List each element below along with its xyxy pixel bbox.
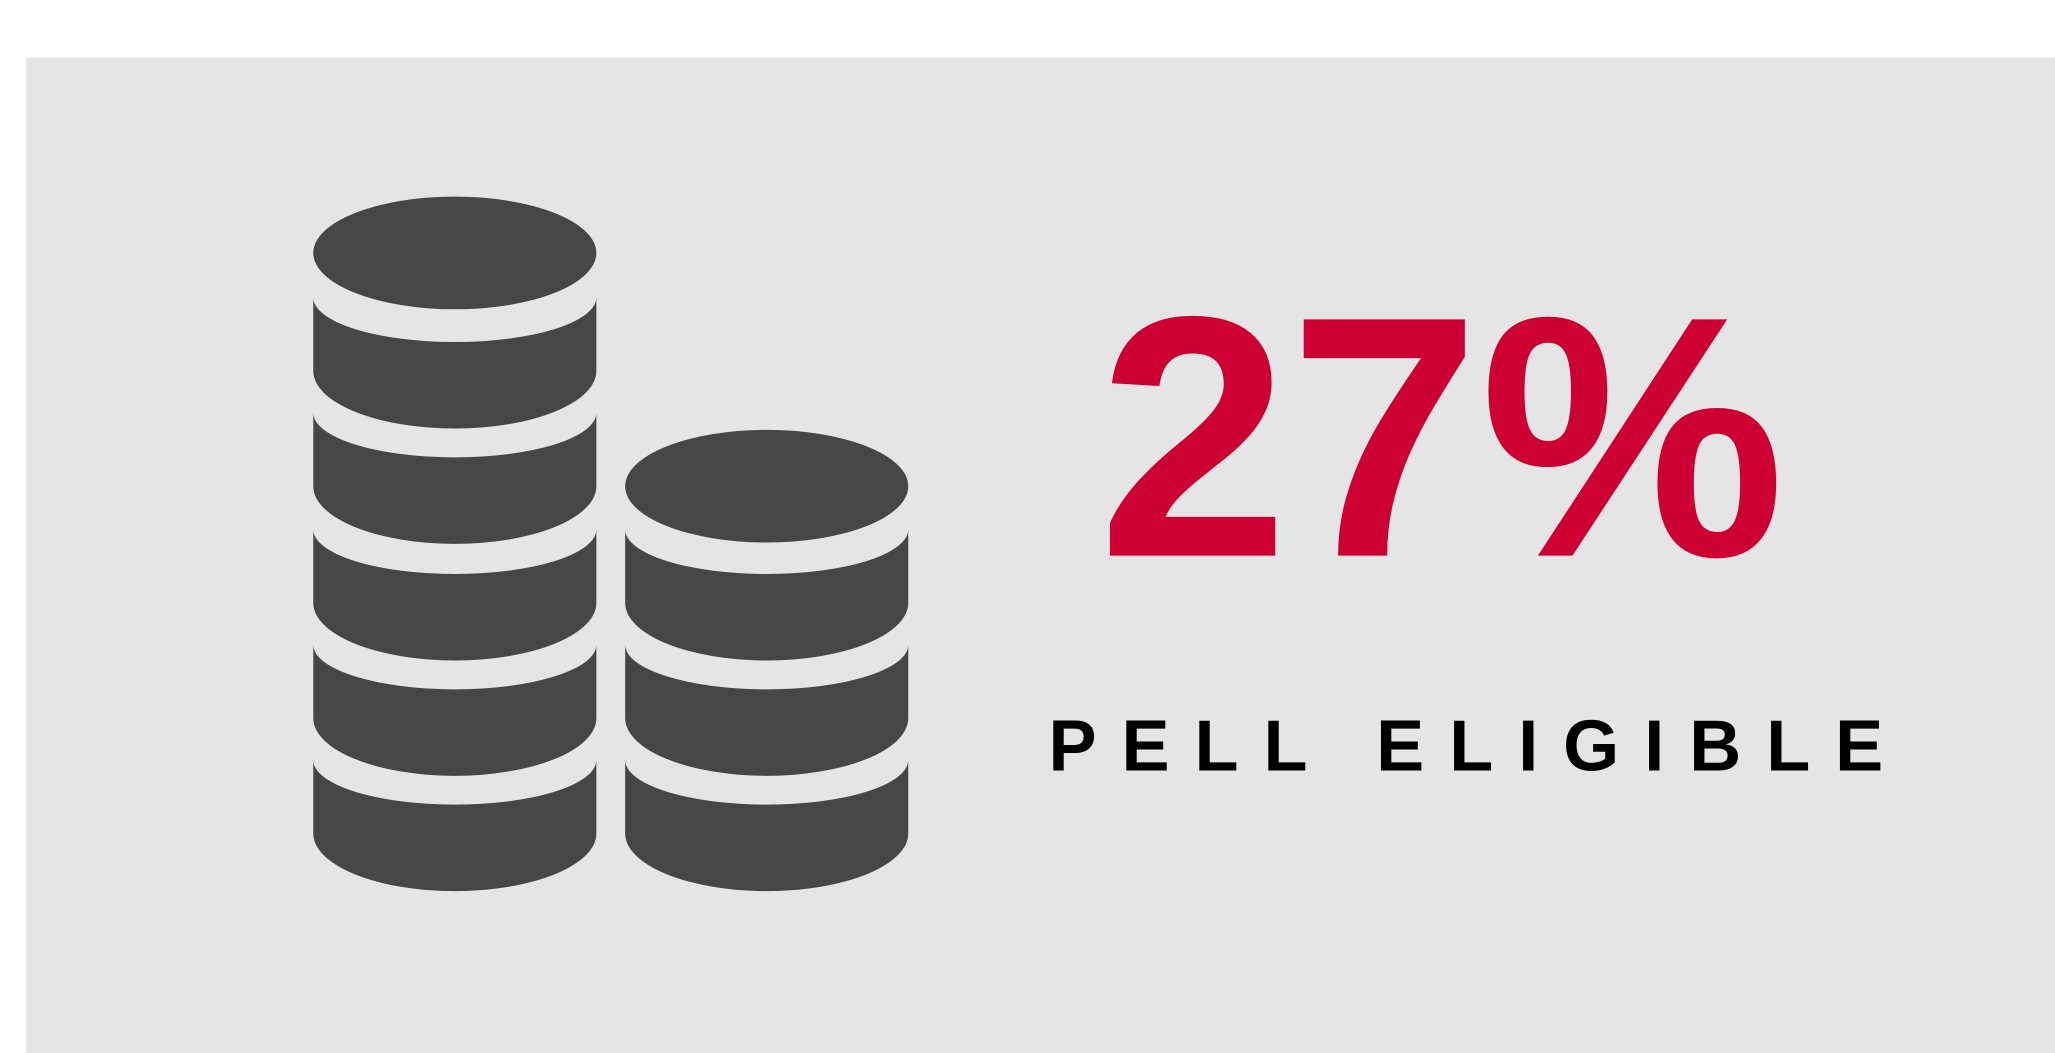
coin (313, 760, 597, 892)
coin (313, 412, 597, 544)
coin (313, 644, 597, 776)
coin (313, 529, 597, 661)
coin (625, 644, 909, 776)
headline: 27% (1098, 245, 1785, 629)
coin (625, 760, 909, 892)
coin-top (625, 429, 909, 543)
coin (313, 297, 597, 429)
coin-top (313, 196, 597, 310)
coin (625, 529, 909, 661)
coin-stacks (313, 196, 909, 892)
